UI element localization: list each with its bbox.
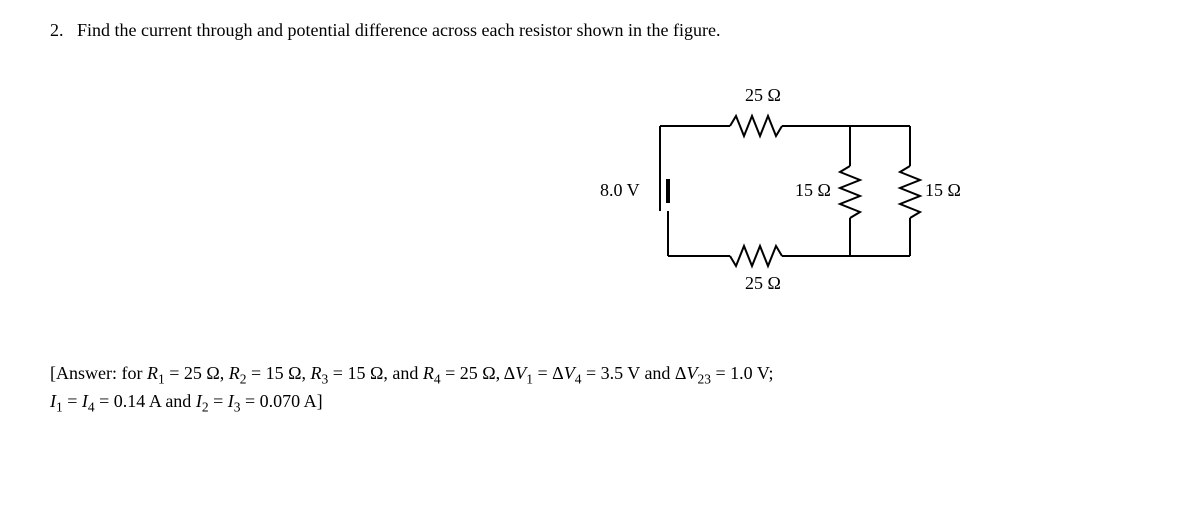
resistor-mid-icon [840, 166, 860, 218]
circuit-svg: 8.0 V 25 Ω 15 Ω 15 Ω [550, 71, 970, 301]
resistor-bottom-label: 25 Ω [745, 273, 781, 293]
resistor-right-label: 15 Ω [925, 180, 961, 200]
circuit-diagram: 8.0 V 25 Ω 15 Ω 15 Ω [550, 71, 1200, 301]
battery-icon [660, 171, 668, 211]
problem-statement: 2. Find the current through and potentia… [50, 20, 1150, 41]
problem-text: Find the current through and potential d… [77, 20, 720, 40]
resistor-top-label: 25 Ω [745, 85, 781, 105]
resistor-top-icon [730, 116, 782, 136]
voltage-label: 8.0 V [600, 180, 640, 200]
answer-prefix: [Answer: for [50, 363, 147, 383]
resistor-bottom-icon [730, 246, 782, 266]
resistor-mid-label: 15 Ω [795, 180, 831, 200]
resistor-right-icon [900, 166, 920, 218]
problem-number: 2. [50, 20, 64, 40]
answer-block: [Answer: for R1 = 25 Ω, R2 = 15 Ω, R3 = … [50, 361, 1150, 418]
